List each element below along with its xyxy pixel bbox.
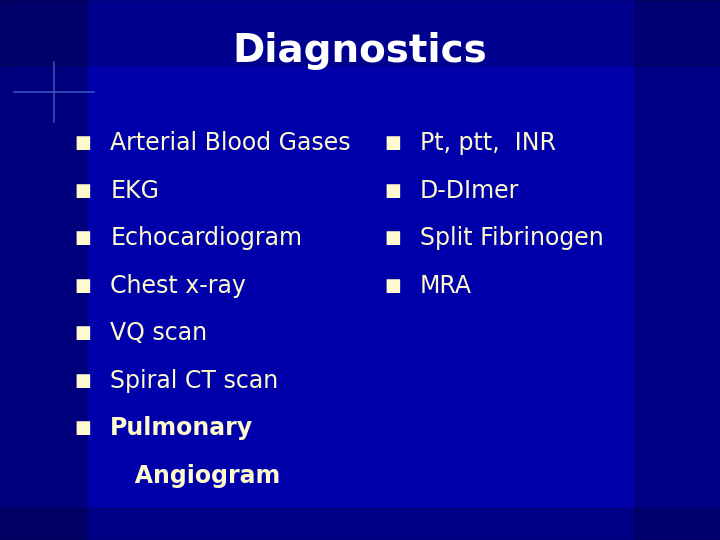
Text: ■: ■ [74, 372, 91, 390]
Text: Split Fibrinogen: Split Fibrinogen [420, 226, 603, 250]
Text: ■: ■ [384, 134, 401, 152]
Text: ■: ■ [74, 324, 91, 342]
Bar [0, 508, 720, 540]
Text: ■: ■ [384, 276, 401, 295]
Text: Arterial Blood Gases: Arterial Blood Gases [110, 131, 351, 155]
Text: ■: ■ [74, 419, 91, 437]
Text: VQ scan: VQ scan [110, 321, 207, 345]
Text: Pt, ptt,  INR: Pt, ptt, INR [420, 131, 556, 155]
Text: ■: ■ [74, 229, 91, 247]
Text: ■: ■ [384, 181, 401, 200]
Bar [0, 0, 720, 65]
Text: Chest x-ray: Chest x-ray [110, 274, 246, 298]
Bar [634, 0, 720, 540]
Text: ■: ■ [74, 181, 91, 200]
Text: ■: ■ [74, 276, 91, 295]
Text: Echocardiogram: Echocardiogram [110, 226, 302, 250]
Text: Diagnostics: Diagnostics [233, 32, 487, 70]
Text: MRA: MRA [420, 274, 472, 298]
Text: Angiogram: Angiogram [110, 464, 280, 488]
Text: Spiral CT scan: Spiral CT scan [110, 369, 279, 393]
Text: ■: ■ [74, 134, 91, 152]
Text: ■: ■ [384, 229, 401, 247]
Bar [0, 0, 86, 540]
Text: D-DImer: D-DImer [420, 179, 519, 202]
Text: Pulmonary: Pulmonary [110, 416, 253, 440]
Text: EKG: EKG [110, 179, 159, 202]
